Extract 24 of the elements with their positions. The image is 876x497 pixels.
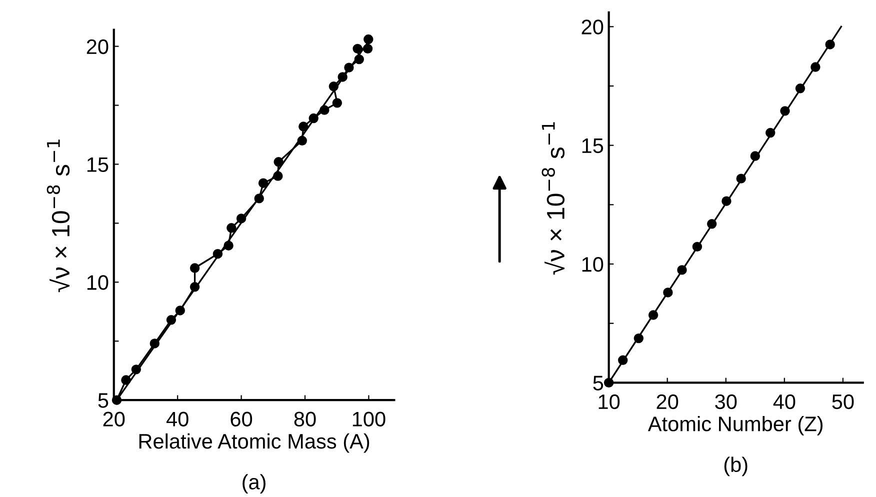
x-tick-label: 30 (715, 394, 737, 410)
x-tick-label: 60 (230, 412, 252, 426)
y-tick-label: 15 (582, 138, 604, 154)
y-axis-title: √ν × 10$^{−8}$ s$^{−1}$ (46, 140, 70, 292)
x-axis-title: Relative Atomic Mass (A) (139, 433, 370, 453)
x-tick-label: 20 (656, 394, 678, 410)
y-tick-label: 5 (593, 376, 604, 390)
y-tick-label: 20 (86, 39, 108, 54)
y-tick-label: 5 (98, 393, 108, 408)
x-tick-label: 40 (166, 412, 188, 426)
y-tick-label: 10 (87, 275, 108, 290)
y-tick-label: 20 (582, 20, 604, 34)
x-tick-label: 80 (294, 412, 316, 426)
x-tick-label: 10 (598, 394, 620, 410)
x-tick-label: 100 (352, 412, 386, 426)
x-tick-label: 20 (103, 412, 125, 426)
x-tick-label: 50 (832, 394, 854, 410)
y-tick-label: 15 (87, 157, 108, 172)
text: (b) (724, 456, 748, 476)
x-tick-label: 40 (773, 394, 796, 410)
y-axis-title: √ν × 10$^{−8}$ s$^{−1}$ (542, 122, 565, 275)
x-axis-title: Atomic Number (Z) (648, 416, 823, 436)
text: (a) (242, 474, 266, 494)
y-tick-label: 10 (582, 257, 604, 272)
